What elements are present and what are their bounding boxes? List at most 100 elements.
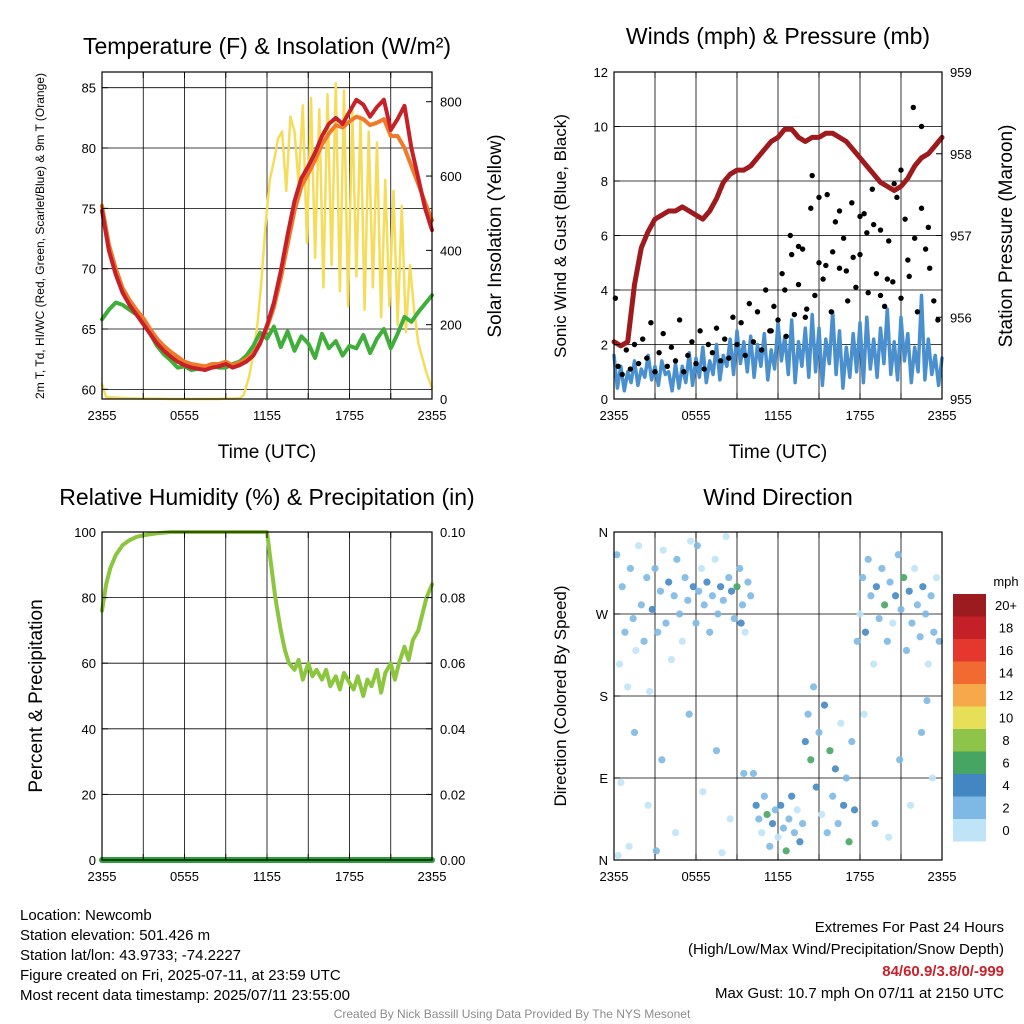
direction-point bbox=[717, 583, 725, 591]
gust-point bbox=[717, 358, 724, 364]
gust-point bbox=[750, 339, 757, 345]
direction-point bbox=[747, 592, 755, 600]
gust-point bbox=[836, 265, 843, 271]
location-text: Location: Newcomb bbox=[20, 907, 152, 924]
direction-point bbox=[712, 747, 721, 755]
colorbar-label: 2 bbox=[1002, 801, 1009, 816]
gust-point bbox=[627, 366, 634, 372]
direction-point bbox=[801, 737, 809, 746]
gust-point bbox=[857, 213, 863, 220]
direction-point bbox=[678, 637, 686, 645]
direction-point bbox=[916, 633, 924, 641]
x-tick-label: 1155 bbox=[253, 408, 281, 423]
x-tick-label: 1755 bbox=[846, 408, 875, 423]
gust-point bbox=[635, 360, 642, 367]
direction-point bbox=[699, 788, 707, 796]
colorbar-label: 6 bbox=[1002, 756, 1009, 771]
left-y-tick-label: S bbox=[599, 689, 608, 704]
direction-point bbox=[629, 614, 637, 623]
direction-point bbox=[644, 801, 652, 809]
gust-point bbox=[877, 227, 884, 233]
credit-text: Created By Nick Bassill Using Data Provi… bbox=[333, 1007, 691, 1021]
colorbar-swatch bbox=[953, 751, 986, 774]
x-tick-label: 0555 bbox=[682, 408, 711, 423]
left-y-tick-label: 60 bbox=[82, 656, 96, 671]
direction-point bbox=[871, 819, 879, 828]
max-gust-text: Max Gust: 10.7 mph On 07/11 at 2150 UTC bbox=[714, 985, 1004, 1002]
gust-point bbox=[795, 281, 802, 288]
direction-point bbox=[718, 849, 726, 857]
direction-point bbox=[635, 542, 643, 550]
direction-point bbox=[905, 587, 913, 595]
gust-point bbox=[850, 254, 856, 260]
direction-point bbox=[782, 847, 790, 855]
direction-point bbox=[640, 637, 648, 645]
gust-point bbox=[693, 360, 699, 367]
direction-point bbox=[738, 601, 747, 609]
x-tick-label: 1155 bbox=[764, 408, 792, 423]
direction-point bbox=[763, 810, 771, 819]
left-y-tick-label: E bbox=[599, 771, 608, 786]
created-text: Figure created on Fri, 2025-07-11, at 23… bbox=[20, 967, 341, 984]
direction-point bbox=[864, 555, 872, 563]
colorbar-swatch bbox=[953, 819, 986, 842]
extremes-block: Extremes For Past 24 Hours (High/Low/Max… bbox=[688, 917, 1004, 1005]
direction-point bbox=[630, 728, 639, 737]
x-tick-label: 0555 bbox=[170, 408, 199, 423]
x-tick-label: 0555 bbox=[682, 869, 711, 884]
right-y-tick-label: 0.04 bbox=[440, 722, 465, 737]
winds-ticks: 2355 0555 1155 1755 235502468101295595695795… bbox=[594, 65, 972, 423]
gust-point bbox=[705, 341, 711, 348]
left-y-tick-label: 4 bbox=[601, 283, 608, 298]
direction-point bbox=[714, 610, 722, 618]
direction-point bbox=[615, 660, 624, 668]
gust-point bbox=[853, 284, 859, 290]
x-tick-label: 2355 bbox=[928, 408, 957, 423]
extremes-title: Extremes For Past 24 Hours bbox=[814, 919, 1004, 936]
direction-point bbox=[837, 719, 845, 727]
left-y-tick-label: 80 bbox=[82, 591, 96, 606]
direction-point bbox=[613, 551, 621, 559]
direction-point bbox=[741, 628, 749, 636]
left-y-tick-label: 60 bbox=[82, 382, 96, 397]
humidity-title: Relative Humidity (%) & Precipitation (i… bbox=[59, 484, 474, 510]
gust-point bbox=[648, 320, 654, 326]
colorbar-label: 8 bbox=[1002, 733, 1009, 748]
right-y-tick-label: 0.00 bbox=[440, 853, 465, 868]
gust-point bbox=[824, 191, 830, 198]
direction-point bbox=[818, 810, 826, 819]
direction-point bbox=[922, 610, 930, 618]
direction-point bbox=[823, 829, 831, 837]
gust-point bbox=[845, 298, 851, 304]
right-y-tick-label: 0.08 bbox=[440, 591, 465, 606]
direction-point bbox=[894, 551, 902, 559]
direction-point bbox=[804, 710, 812, 718]
gust-point bbox=[771, 303, 777, 310]
series-line-pressure bbox=[611, 126, 945, 349]
gust-point bbox=[615, 363, 621, 369]
gust-point bbox=[788, 251, 795, 258]
colorbar-label: 12 bbox=[999, 688, 1013, 703]
colorbar-swatch bbox=[953, 594, 986, 617]
gust-point bbox=[808, 205, 814, 211]
direction-point bbox=[685, 710, 693, 718]
gust-point bbox=[918, 123, 925, 130]
x-tick-label: 1755 bbox=[846, 869, 875, 884]
left-y-tick-label: W bbox=[596, 607, 609, 622]
direction-point bbox=[752, 801, 760, 809]
gust-point bbox=[775, 317, 781, 323]
direction-point bbox=[625, 842, 633, 850]
direction-point bbox=[648, 605, 656, 614]
direction-point bbox=[676, 610, 684, 618]
gust-point bbox=[861, 211, 867, 217]
direction-point bbox=[889, 619, 897, 627]
direction-point bbox=[733, 583, 741, 591]
gust-point bbox=[820, 276, 826, 282]
humidity-grid bbox=[102, 532, 432, 860]
gust-point bbox=[758, 347, 765, 353]
left-y-tick-label: 6 bbox=[601, 229, 608, 244]
gust-point bbox=[795, 243, 802, 250]
direction-point bbox=[911, 564, 919, 573]
x-tick-label: 2355 bbox=[600, 869, 629, 884]
direction-point bbox=[719, 596, 727, 604]
